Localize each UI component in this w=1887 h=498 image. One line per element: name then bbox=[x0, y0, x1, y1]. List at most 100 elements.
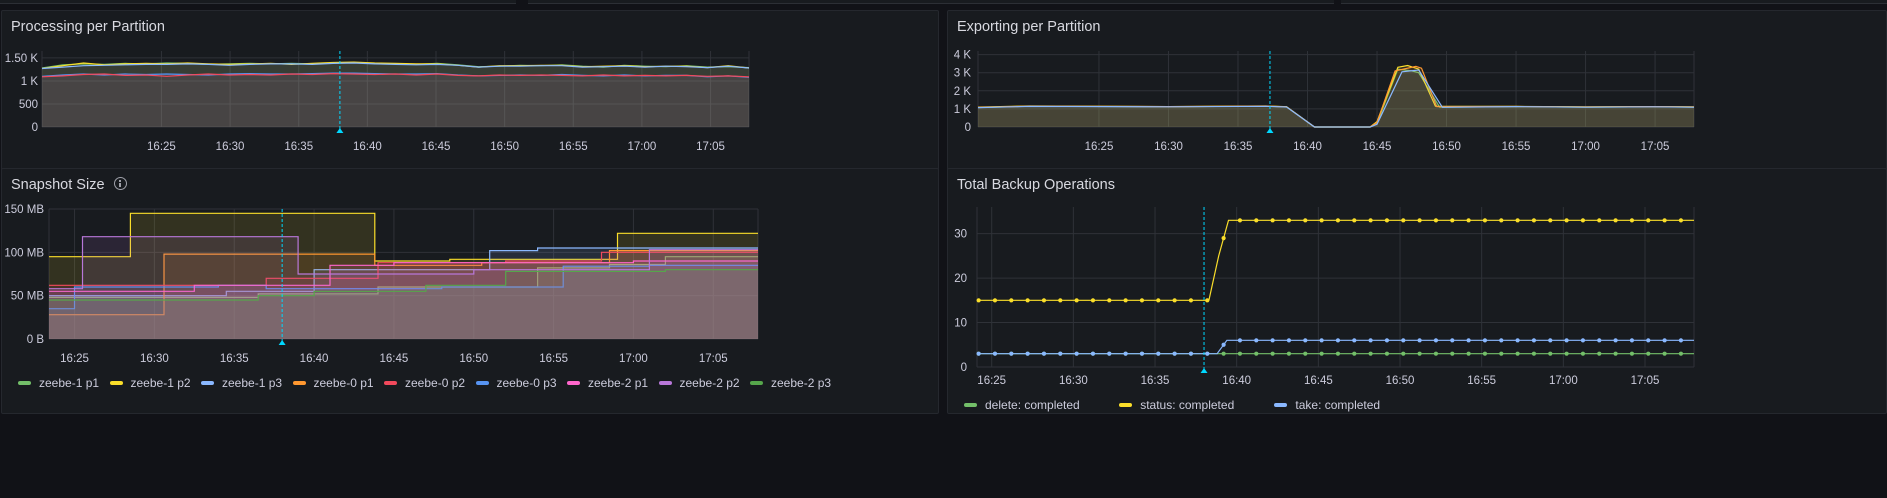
data-point bbox=[1580, 351, 1586, 356]
data-point bbox=[1531, 338, 1537, 343]
data-point bbox=[1368, 351, 1373, 356]
backup-legend: delete: completed status: completed take: … bbox=[948, 169, 1886, 413]
series-area bbox=[978, 65, 1694, 127]
legend-item[interactable]: zeebe-0 p1 bbox=[292, 375, 374, 391]
y-tick-label: 0 B bbox=[27, 334, 45, 346]
grid bbox=[977, 51, 1695, 128]
data-point bbox=[1009, 351, 1014, 356]
series-area bbox=[978, 66, 1694, 127]
data-point bbox=[1205, 298, 1210, 303]
legend-item[interactable]: zeebe-1 p1 bbox=[18, 375, 99, 391]
x-tick-label: 16:35 bbox=[284, 141, 313, 153]
panel-title[interactable]: Processing per Partition bbox=[11, 19, 165, 35]
data-point bbox=[1352, 338, 1357, 343]
snapshot-size-chart[interactable]: 0 B 50 MB 100 MB 150 MB 16:25 16:30 16:35 16:40… bbox=[2, 169, 939, 414]
data-point bbox=[1237, 218, 1243, 223]
legend-item[interactable]: delete: completed bbox=[964, 397, 1080, 413]
series-line bbox=[977, 69, 1695, 128]
data-point bbox=[1417, 338, 1422, 343]
crosshair-marker bbox=[1200, 368, 1208, 373]
series-area bbox=[49, 269, 758, 339]
data-point bbox=[1417, 218, 1422, 223]
panel-title[interactable]: Exporting per Partition bbox=[957, 19, 1101, 35]
x-tick-label: 17:00 bbox=[628, 141, 657, 153]
data-point bbox=[1482, 338, 1488, 343]
y-tick-label: 150 MB bbox=[4, 204, 44, 216]
legend-item[interactable]: status: completed bbox=[1119, 397, 1234, 413]
data-point bbox=[1303, 351, 1308, 356]
snapshot-legend: zeebe-1 p1 zeebe-1 p2 zeebe-1 p3 zeebe-0 p1… bbox=[2, 169, 938, 413]
data-point bbox=[1270, 338, 1275, 343]
data-point bbox=[1270, 218, 1275, 223]
data-point bbox=[1629, 338, 1635, 343]
data-point bbox=[1368, 218, 1373, 223]
series-area bbox=[49, 252, 758, 339]
data-point bbox=[1025, 298, 1030, 303]
data-point bbox=[1221, 342, 1226, 347]
data-point bbox=[1205, 351, 1210, 356]
data-point bbox=[1646, 218, 1651, 223]
data-point bbox=[1564, 218, 1569, 223]
data-point bbox=[1629, 218, 1635, 223]
panel-title[interactable]: Total Backup Operations bbox=[957, 177, 1115, 193]
series-line bbox=[41, 62, 750, 70]
legend-item[interactable]: zeebe-1 p2 bbox=[109, 375, 191, 391]
legend-label: zeebe-0 p1 bbox=[313, 376, 374, 390]
data-point bbox=[1254, 338, 1259, 343]
data-point bbox=[1286, 218, 1292, 223]
x-tick-label: 16:35 bbox=[1224, 141, 1253, 153]
x-tick-label: 16:30 bbox=[216, 141, 245, 153]
processing-per-partition-panel[interactable]: Processing per Partition 0 500 1 K 1.50 K 16… bbox=[1, 10, 939, 192]
y-tick-label: 2 K bbox=[954, 86, 972, 98]
data-point bbox=[1613, 338, 1618, 343]
series-area bbox=[42, 73, 749, 127]
total-backup-operations-panel[interactable]: Total Backup Operations 0 10 20 30 16:25 16:3… bbox=[947, 168, 1887, 414]
data-point bbox=[1433, 338, 1439, 343]
series-line bbox=[49, 247, 758, 297]
exporting-per-partition-panel[interactable]: Exporting per Partition 0 1 K 2 K 3 K 4 K 16:… bbox=[947, 10, 1887, 192]
data-point bbox=[1401, 338, 1406, 343]
info-icon[interactable] bbox=[113, 177, 127, 190]
x-tick-label: 16:30 bbox=[1154, 141, 1183, 153]
series-area bbox=[49, 250, 758, 339]
data-point bbox=[1613, 351, 1618, 356]
x-tick-label: 16:50 bbox=[490, 141, 519, 153]
data-point bbox=[1123, 351, 1128, 356]
data-point bbox=[1597, 351, 1602, 356]
legend-item[interactable]: zeebe-0 p2 bbox=[384, 375, 465, 391]
x-tick-label: 16:25 bbox=[977, 375, 1006, 387]
x-tick-label: 16:25 bbox=[60, 353, 89, 365]
x-tick-label: 16:40 bbox=[353, 141, 382, 153]
data-point bbox=[1515, 351, 1520, 356]
snapshot-size-panel[interactable]: Snapshot Size 0 B 50 MB 100 MB 150 MB 16:25 1… bbox=[1, 168, 939, 414]
legend-item[interactable]: zeebe-0 p3 bbox=[475, 375, 557, 391]
series-area bbox=[49, 256, 758, 339]
series-line bbox=[978, 339, 1694, 355]
data-point bbox=[1319, 338, 1324, 343]
data-point bbox=[992, 351, 998, 356]
data-point bbox=[1156, 351, 1161, 356]
data-point bbox=[1548, 218, 1553, 223]
panel-title[interactable]: Snapshot Size bbox=[11, 177, 127, 193]
x-tick-label: 16:50 bbox=[459, 353, 488, 365]
processing-chart[interactable]: 0 500 1 K 1.50 K 16:25 16:30 16:35 16:40 16:45 16… bbox=[2, 11, 939, 192]
series-line bbox=[49, 269, 758, 301]
data-point bbox=[1172, 298, 1177, 303]
data-point bbox=[1286, 351, 1292, 356]
legend-label: zeebe-1 p3 bbox=[222, 376, 283, 390]
data-point bbox=[1662, 338, 1667, 343]
x-tick-label: 17:00 bbox=[1571, 141, 1600, 153]
y-tick-label: 500 bbox=[19, 99, 38, 111]
data-point bbox=[976, 298, 981, 303]
x-tick-label: 17:00 bbox=[619, 353, 648, 365]
legend-item[interactable]: take: completed bbox=[1274, 397, 1380, 413]
legend-item[interactable]: zeebe-2 p2 bbox=[658, 375, 740, 391]
series-line bbox=[49, 236, 758, 290]
exporting-chart[interactable]: 0 1 K 2 K 3 K 4 K 16:25 16:30 16:35 16:40 16:45 16… bbox=[948, 11, 1887, 192]
legend-swatch bbox=[109, 380, 123, 385]
backup-operations-chart[interactable]: 0 10 20 30 16:25 16:30 16:35 16:40 16:45 16:50 16:… bbox=[948, 169, 1887, 414]
legend-item[interactable]: zeebe-2 p1 bbox=[567, 375, 648, 391]
legend-item[interactable]: zeebe-1 p3 bbox=[201, 375, 282, 391]
data-point bbox=[1270, 351, 1275, 356]
legend-item[interactable]: zeebe-2 p3 bbox=[750, 375, 831, 391]
